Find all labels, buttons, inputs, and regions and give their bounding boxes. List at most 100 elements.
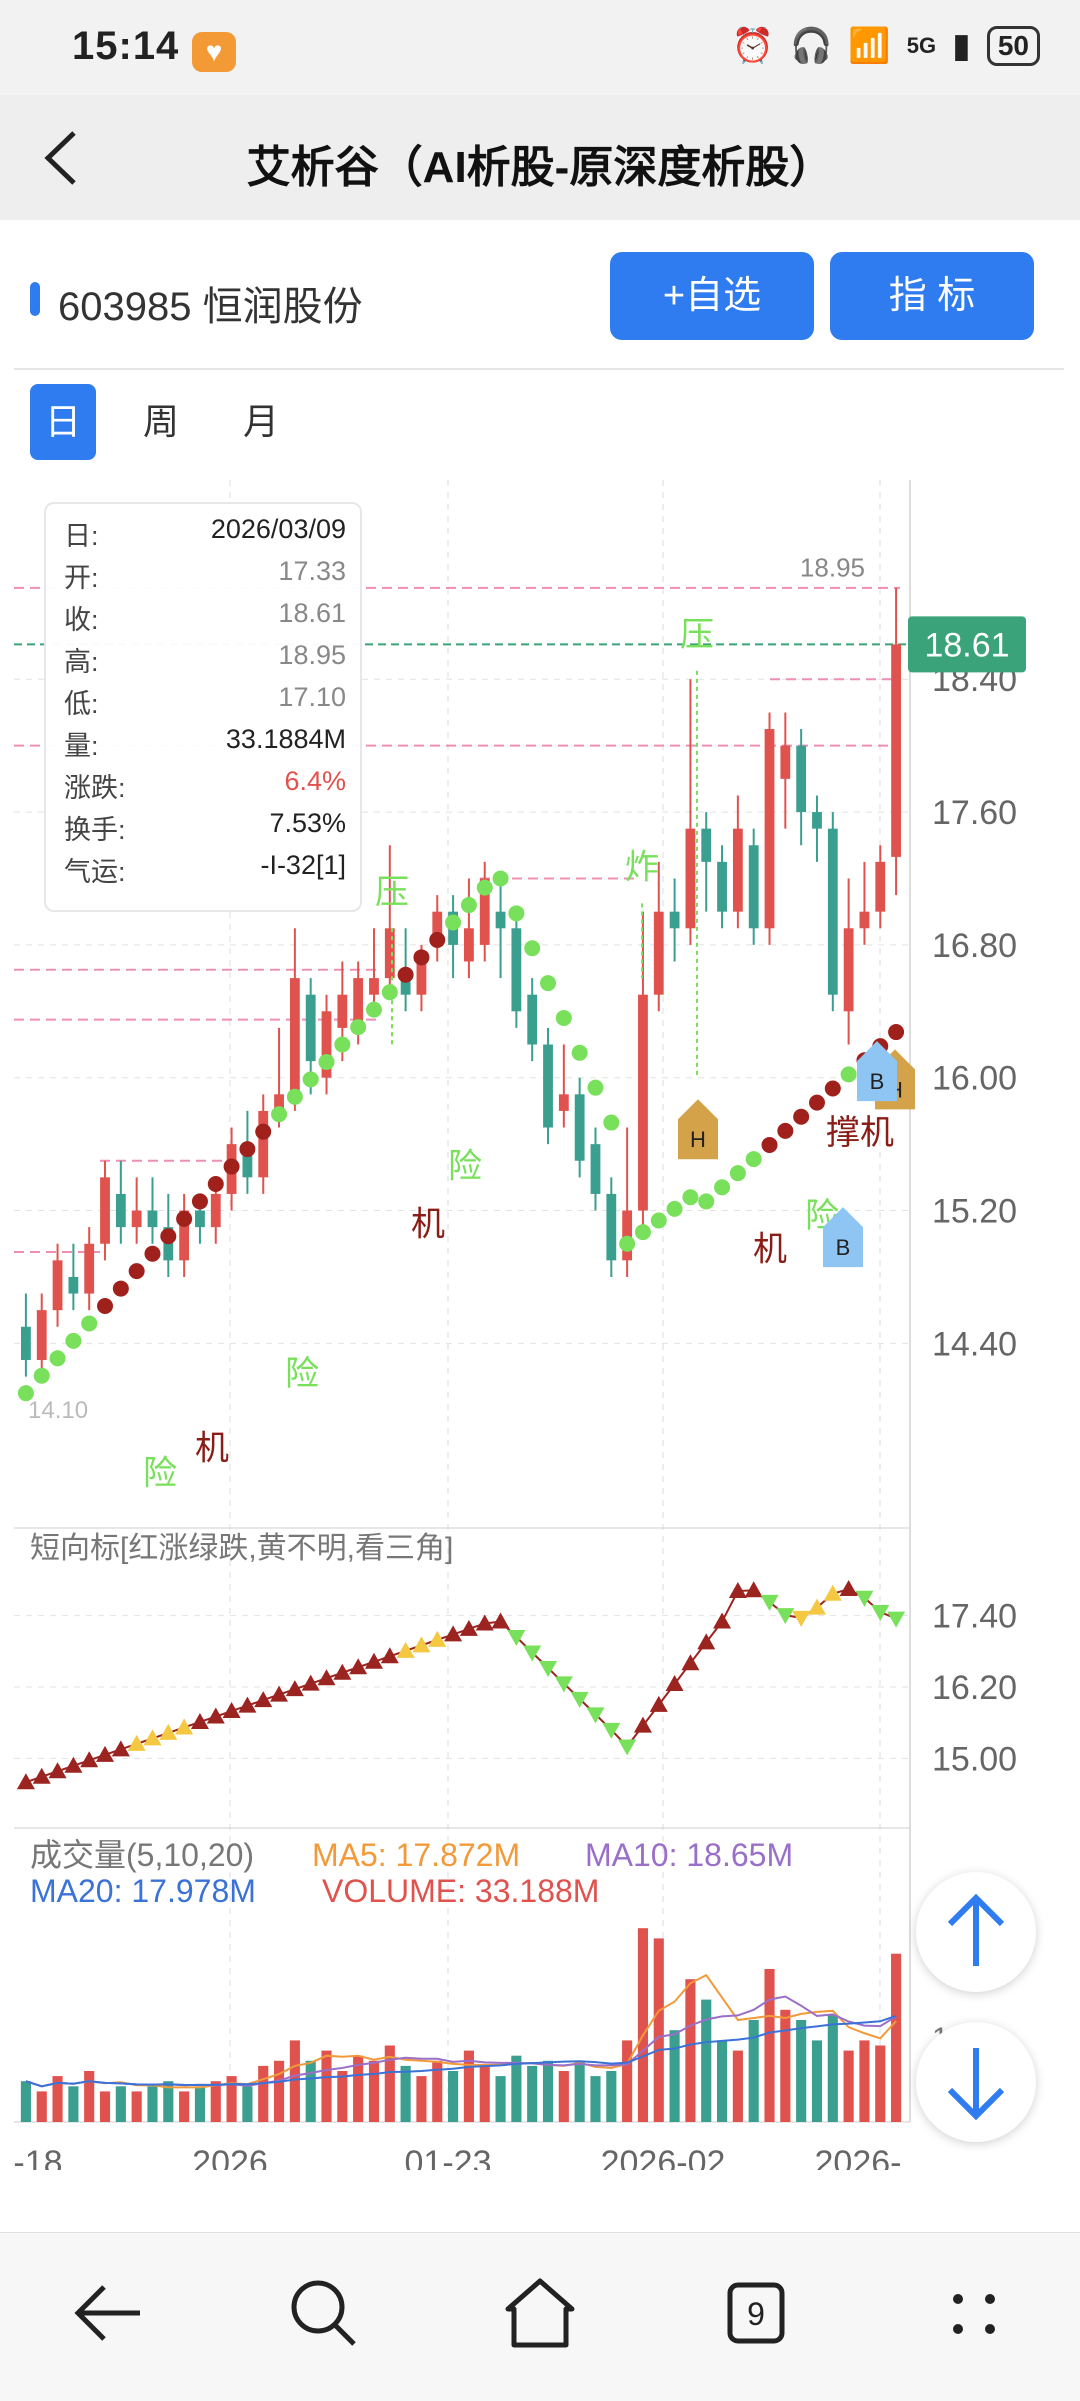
tab-week[interactable]: 周 (142, 401, 179, 442)
signal-label: 险 (448, 1147, 482, 1185)
tabs-count: 9 (747, 2296, 765, 2332)
trend-dot (460, 897, 477, 914)
hold-flag-label: H (690, 1127, 706, 1152)
indicator-triangle (333, 1663, 352, 1680)
candle-body (527, 994, 538, 1045)
indicator-triangle (728, 1582, 747, 1599)
indicator-triangle (80, 1751, 99, 1768)
nav-menu-button[interactable] (924, 2263, 1024, 2363)
nav-back-button[interactable] (58, 2263, 158, 2363)
candle-body (305, 994, 316, 1062)
volume-bar (875, 2045, 886, 2122)
price-tick-label: 16.80 (932, 927, 1017, 965)
volume-bar (20, 2081, 31, 2122)
volume-bar (811, 2040, 823, 2122)
tab-day[interactable]: 日 (30, 384, 96, 460)
indicator-triangle (238, 1696, 257, 1713)
candle-body (780, 745, 791, 779)
indicator-triangle (491, 1612, 510, 1629)
candle-body (717, 861, 727, 912)
trend-dot (49, 1350, 66, 1367)
volume-bar (843, 2050, 854, 2122)
nav-search-button[interactable] (272, 2263, 372, 2363)
arrow-up-icon (947, 1893, 1005, 1966)
info-value: 18.61 (278, 598, 346, 628)
candle-body (764, 729, 775, 929)
candle-body (36, 1310, 47, 1360)
candle-body (416, 961, 427, 995)
menu-icon (953, 2294, 995, 2334)
trend-dot (81, 1315, 98, 1332)
volume-bar (716, 2040, 728, 2122)
info-label: 气运: (64, 857, 126, 887)
signal-label: 机 (195, 1430, 229, 1468)
info-row-volume: 量: 33.1884M (64, 724, 346, 764)
indicator-triangle (428, 1630, 447, 1647)
nav-tabs-button[interactable]: 9 (706, 2263, 806, 2363)
indicator-triangle (444, 1625, 463, 1642)
nav-home-button[interactable] (490, 2263, 590, 2363)
indicator-button[interactable]: 指 标 (830, 252, 1034, 340)
candle-body (495, 911, 506, 929)
indicator-triangle (143, 1729, 162, 1746)
volume-bar (606, 2071, 617, 2122)
buy-flag-label: B (836, 1235, 851, 1260)
info-label: 高: (64, 647, 99, 677)
trend-dot (33, 1367, 50, 1384)
buy-flag (857, 1041, 897, 1102)
info-row-turnover: 换手: 7.53% (64, 808, 346, 848)
volume-bar (463, 2050, 474, 2122)
candle-body (685, 828, 696, 929)
trend-dot (524, 940, 541, 957)
candle-body (115, 1193, 126, 1228)
trend-dot (650, 1212, 667, 1229)
volume-bar (780, 2009, 791, 2122)
add-watchlist-button[interactable]: +自选 (610, 252, 814, 340)
info-value: 17.33 (278, 556, 346, 586)
trend-dot (476, 879, 493, 896)
candle-body (289, 978, 300, 1095)
volume-bar (511, 2055, 522, 2122)
candle-body (369, 978, 379, 995)
search-icon (291, 2280, 356, 2346)
status-bar: 15:14 ♥ ⏰ 🎧 📶 5G ▮ 50 (0, 0, 1080, 95)
indicator-triangle (396, 1641, 415, 1658)
scroll-up-button[interactable] (916, 1872, 1036, 1992)
trend-dot (429, 931, 446, 948)
indicator-triangle (744, 1581, 763, 1598)
trend-dot (176, 1210, 193, 1227)
volume-bar (305, 2060, 316, 2122)
trend-dot (603, 1114, 620, 1131)
candle-body (875, 861, 886, 912)
indicator-triangle (792, 1610, 811, 1627)
tab-month[interactable]: 月 (242, 401, 279, 442)
date-axis: -18 2026 01-23 2026-02 2026- (13, 2144, 901, 2170)
buy-flag (823, 1207, 863, 1268)
candle-body (68, 1276, 79, 1294)
candle-body (891, 644, 901, 857)
trend-dot (634, 1224, 651, 1241)
trend-dot (824, 1080, 841, 1097)
back-button[interactable] (34, 123, 94, 193)
candle-body (511, 928, 522, 1012)
candle-body (384, 928, 395, 979)
date-tick-label: 2026- (815, 2144, 902, 2170)
volume-bar (337, 2071, 348, 2122)
candle-body (827, 828, 838, 995)
scroll-down-button[interactable] (916, 2022, 1036, 2142)
volume-label: VOLUME: 33.188M (322, 1873, 599, 1909)
signal-label: 机 (411, 1205, 445, 1243)
indicator-line (25, 1587, 897, 1784)
info-label: 收: (64, 605, 99, 635)
candle-body (321, 1011, 332, 1078)
trend-dot (840, 1066, 857, 1083)
tabs-icon: 9 (727, 2282, 785, 2344)
header-divider (14, 368, 1064, 370)
volume-bar (701, 1999, 712, 2122)
candle-body (242, 1144, 253, 1178)
info-value: 17.10 (278, 682, 346, 712)
signal-label: 险 (285, 1355, 319, 1393)
info-row-change: 涨跌: 6.4% (64, 766, 346, 806)
